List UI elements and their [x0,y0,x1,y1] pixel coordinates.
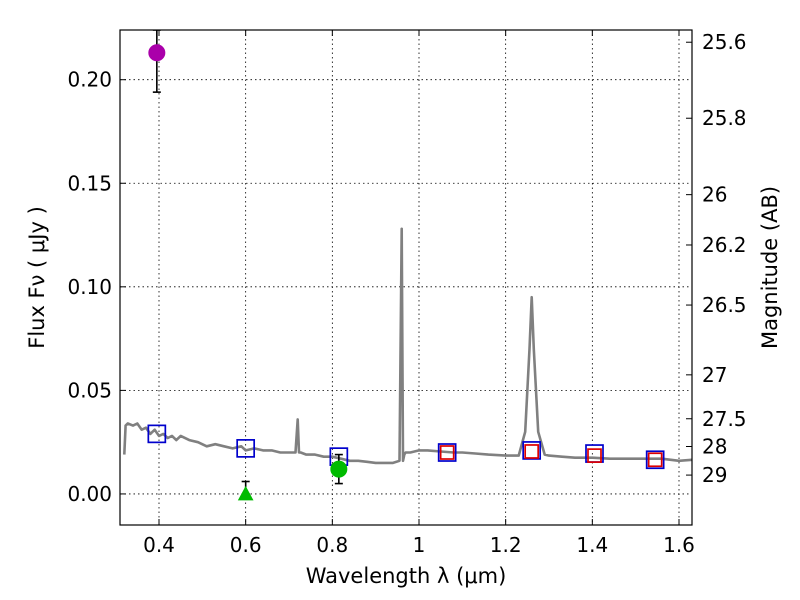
y-tick-label: 0.00 [67,482,112,506]
y2-tick-label: 26 [702,183,727,207]
model-photometry-marker [147,424,167,444]
y2-tick-label: 26.2 [702,233,747,257]
y2-axis-label: Magnitude (AB) [758,186,782,349]
plot-series [123,30,692,501]
y2-tick-label: 29 [702,463,727,487]
observed-flux-marker [524,444,540,459]
x-tick-label: 1.4 [576,533,608,557]
axis-ticks: 0.4 0.6 0.8 1 1.2 1.4 1.6 0.00 0.05 0.10 0.15 0.20 2… [67,30,747,557]
y2-tick-label: 27 [702,363,727,387]
y-tick-label: 0.20 [67,68,112,92]
x-tick-label: 1.2 [490,533,522,557]
observed-flux-marker [647,452,663,468]
y2-tick-label: 27.5 [702,407,747,431]
y-axis-label: Flux Fν ( μJy ) [25,206,49,349]
y-tick-label: 0.15 [67,171,112,195]
y2-tick-label: 28 [702,435,727,459]
grid-lines [120,30,692,525]
model-photometry-marker [437,443,457,462]
x-tick-label: 0.6 [230,533,262,557]
y2-tick-label: 26.5 [702,293,747,317]
x-tick-label: 1 [413,533,426,557]
y-tick-label: 0.05 [67,378,112,402]
plot-frame [119,29,693,526]
y2-tick-label: 25.6 [702,30,747,54]
upper-limit-marker [237,485,254,501]
x-tick-label: 0.4 [143,533,175,557]
observed-flux-marker [587,448,602,463]
detection-point [148,44,166,62]
x-tick-label: 0.8 [316,533,348,557]
model-photometry-marker [236,439,256,458]
detection-point [330,460,348,478]
x-axis-label: Wavelength λ (μm) [306,564,507,588]
spectrum-line [123,227,692,465]
y2-tick-label: 25.8 [702,106,747,130]
observed-flux-marker [439,445,455,460]
model-photometry-marker [522,441,542,460]
x-tick-label: 1.6 [663,533,695,557]
model-photometry-marker [645,450,665,470]
y-tick-label: 0.10 [67,275,112,299]
